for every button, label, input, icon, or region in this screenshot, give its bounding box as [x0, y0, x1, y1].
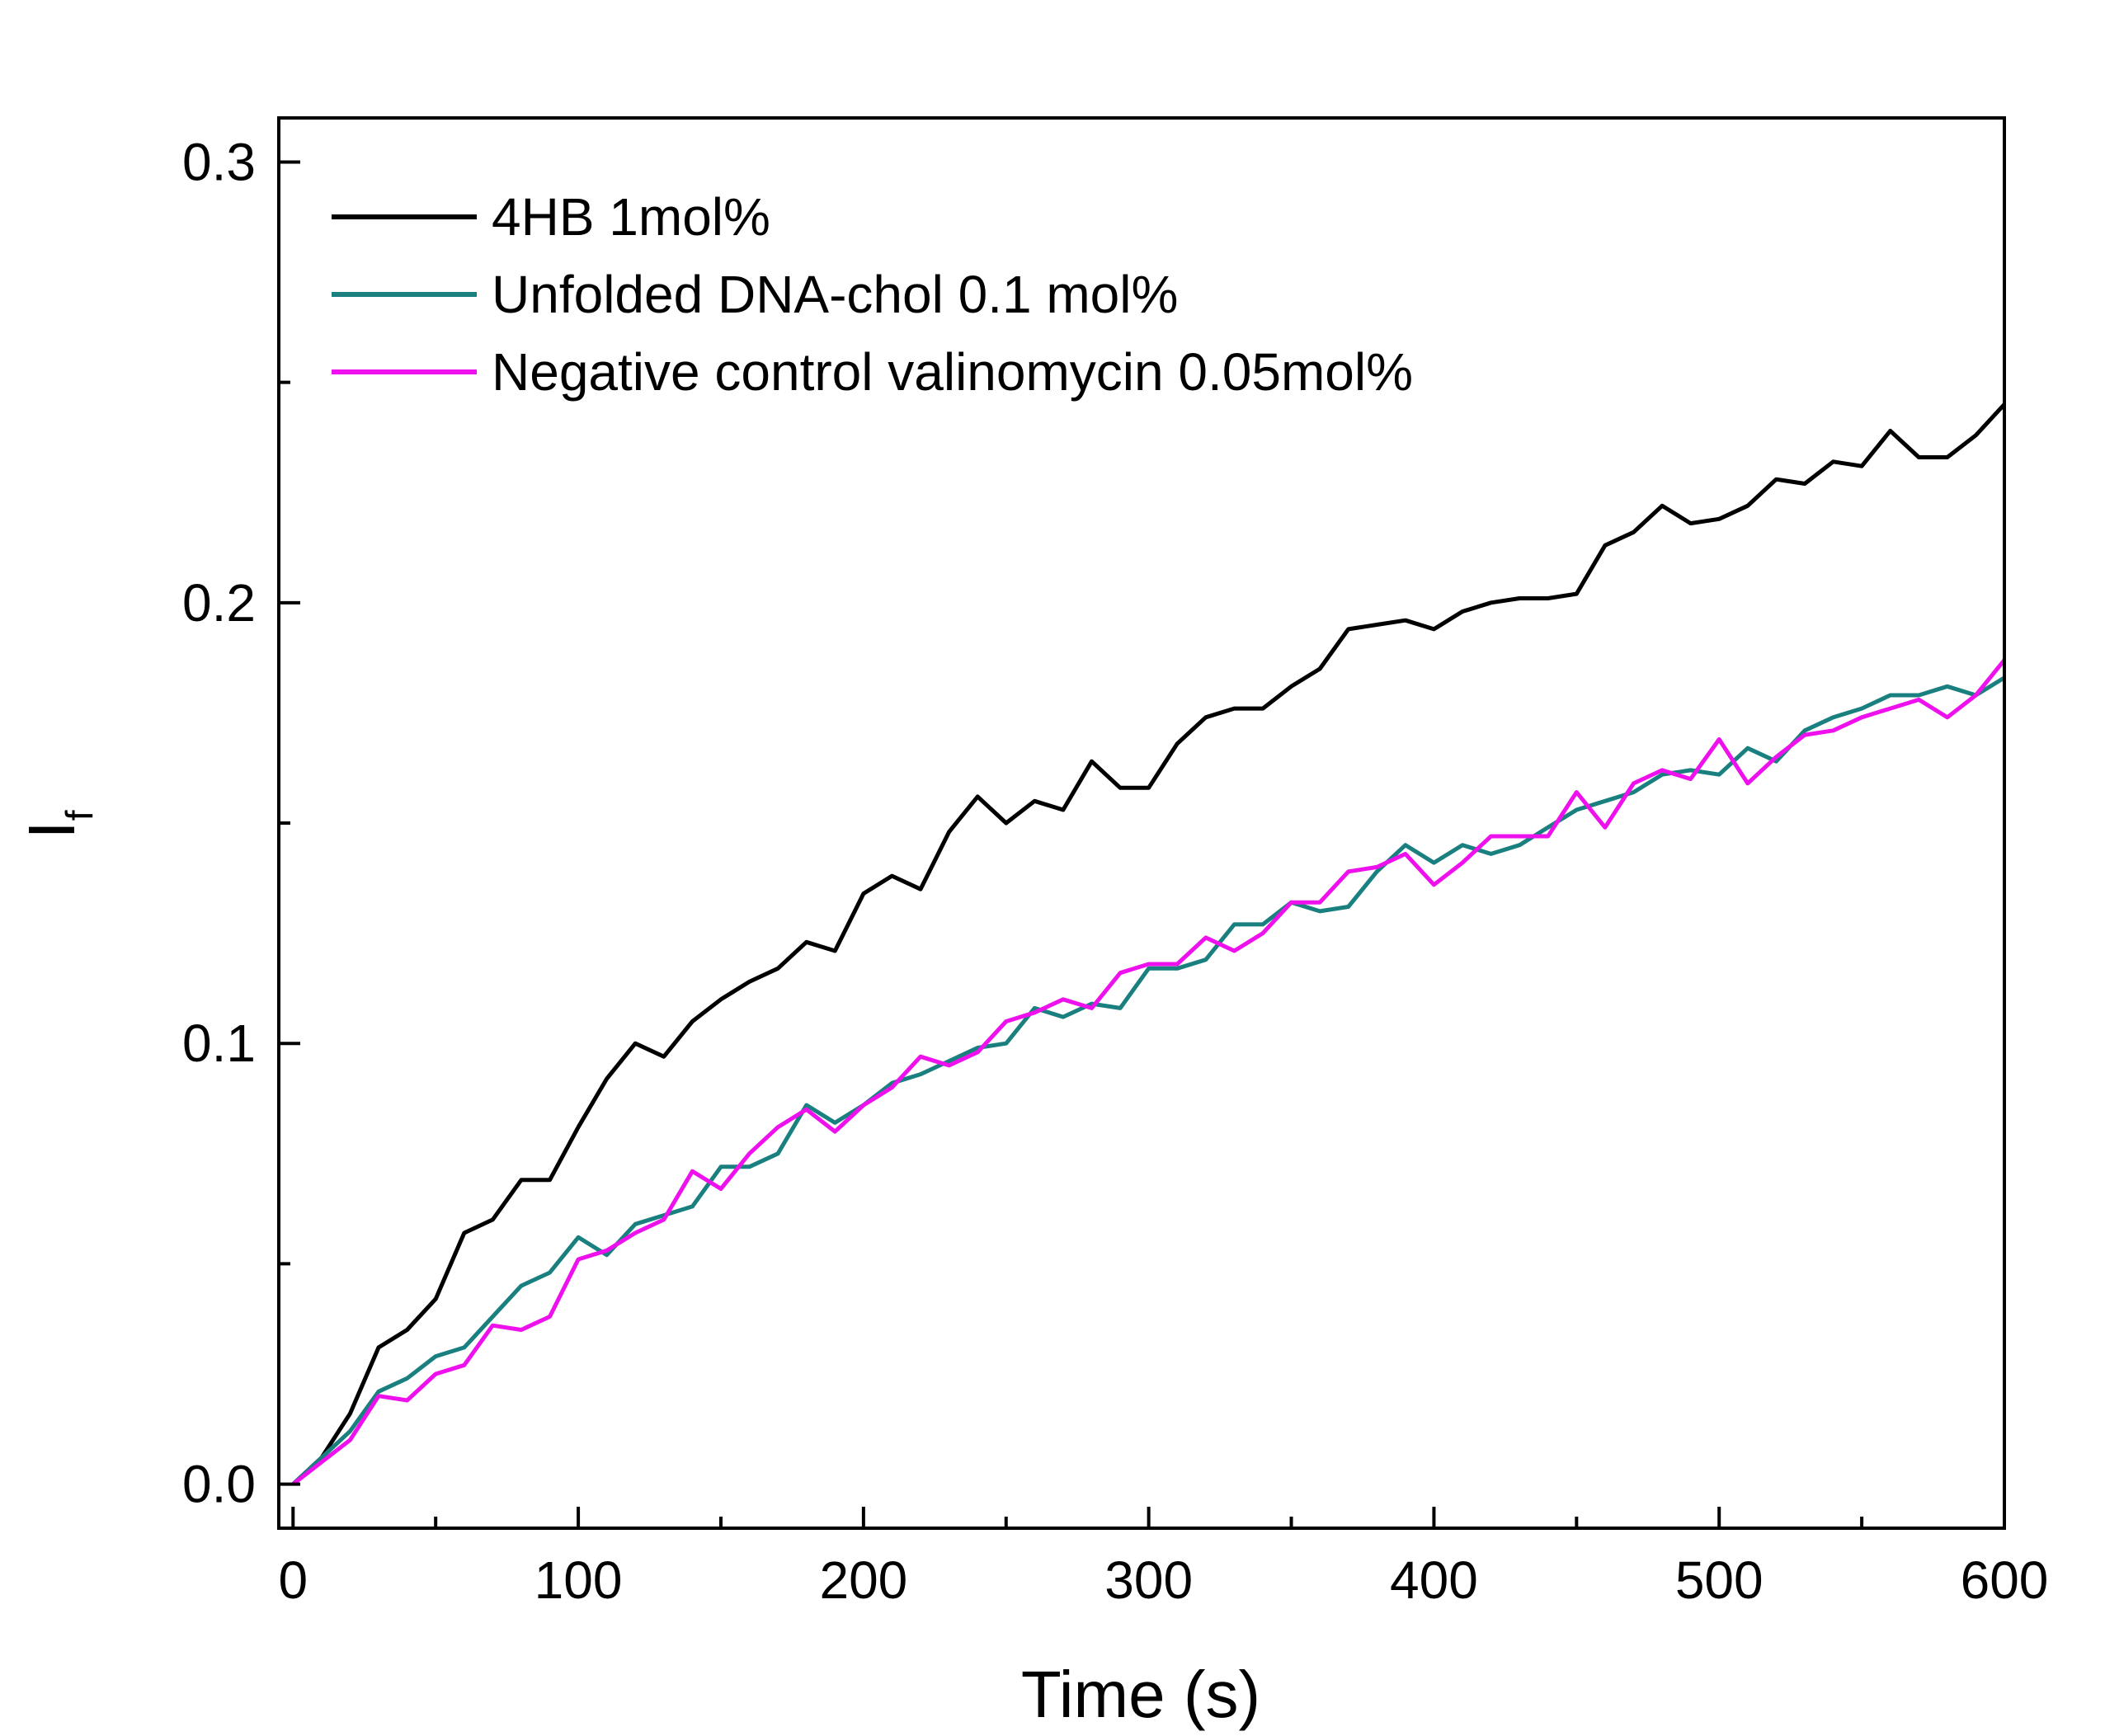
y-tick-label-2: 0.2	[182, 573, 256, 633]
series-line-2	[291, 658, 2006, 1486]
x-axis-title: Time (s)	[1021, 1658, 1260, 1731]
series-line-0	[291, 402, 2006, 1486]
y-tick-label-3: 0.3	[182, 132, 256, 191]
x-tick-label-5: 500	[1675, 1550, 1764, 1610]
y-tick-label-1: 0.1	[182, 1014, 256, 1073]
svg-text:If: If	[15, 810, 101, 839]
y-tick-label-0: 0.0	[182, 1455, 256, 1514]
legend-label-2: Negative control valinomycin 0.05mol%	[492, 342, 1413, 402]
x-tick-label-6: 600	[1961, 1550, 2049, 1610]
y-axis-title-subscript: f	[58, 810, 101, 821]
x-tick-label-1: 100	[534, 1550, 623, 1610]
x-tick-label-2: 200	[819, 1550, 907, 1610]
plot-frame	[277, 116, 2006, 1530]
legend-label-0: 4HB 1mol%	[492, 187, 770, 247]
ticks-layer: 0 100 200 300 400 500 600 0.0 0.1 0.2 0.3	[182, 132, 2048, 1610]
series-layer	[291, 402, 2006, 1486]
x-tick-label-3: 300	[1104, 1550, 1193, 1610]
y-axis-title-main: I	[15, 821, 88, 839]
x-tick-label-4: 400	[1390, 1550, 1478, 1610]
series-line-1	[291, 675, 2006, 1486]
legend-label-1: Unfolded DNA-chol 0.1 mol%	[492, 265, 1178, 324]
y-axis-title: If	[15, 810, 101, 839]
x-tick-label-0: 0	[278, 1550, 308, 1610]
legend: 4HB 1mol% Unfolded DNA-chol 0.1 mol% Negat…	[332, 187, 1413, 402]
